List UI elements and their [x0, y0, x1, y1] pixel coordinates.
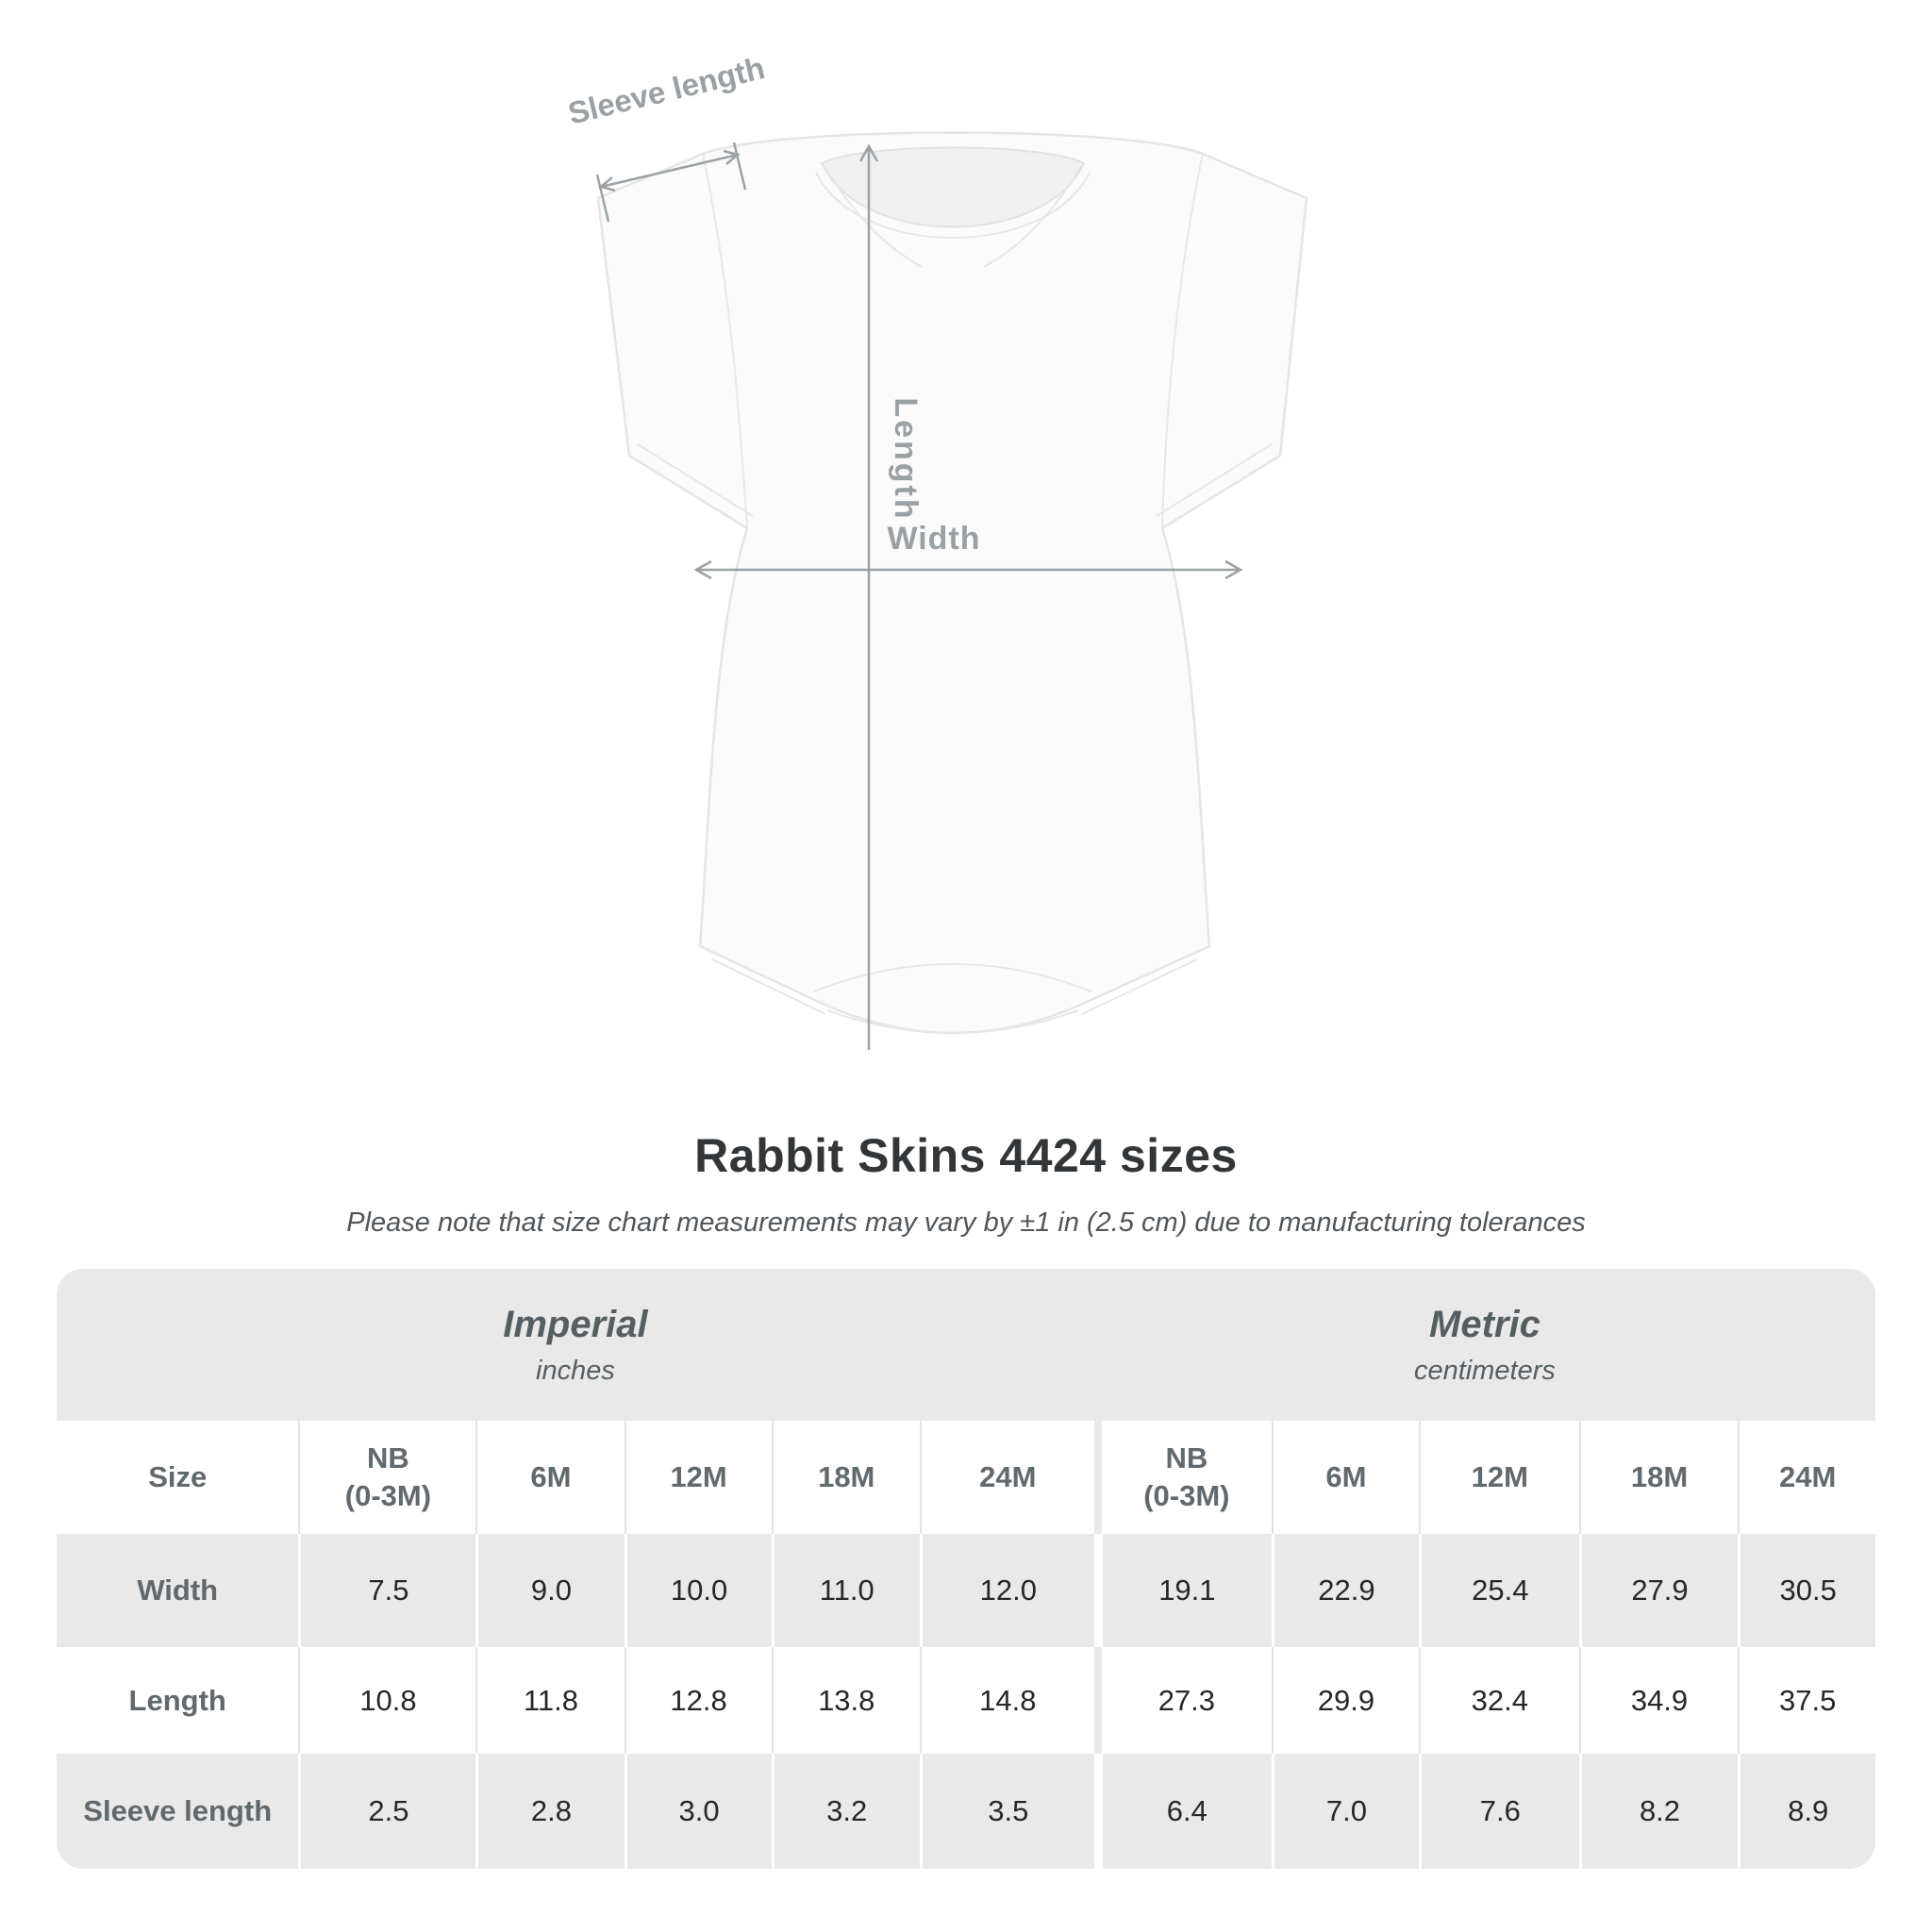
value-cell: 8.2 [1578, 1754, 1739, 1869]
unit-group-header-imperial: Imperial inches [57, 1269, 1094, 1421]
size-header-24m: 24M [1738, 1421, 1875, 1534]
value-cell: 22.9 [1271, 1534, 1419, 1647]
width-arrowhead-left [693, 559, 712, 580]
value-cell: 19.1 [1093, 1534, 1272, 1647]
size-header-nb: NB (0-3M) [1093, 1421, 1272, 1534]
value-cell: 3.0 [624, 1754, 772, 1869]
sleeve-length-label: Sleeve length [565, 52, 769, 131]
size-header-12m: 12M [1419, 1421, 1579, 1534]
length-label: Length [888, 397, 924, 521]
sleeve-hem-left [637, 443, 754, 517]
row-label: Length [57, 1647, 299, 1754]
row-label: Sleeve length [57, 1754, 299, 1869]
value-cell: 30.5 [1738, 1534, 1875, 1647]
width-label: Width [887, 521, 980, 557]
leg-binding-left [711, 958, 826, 1015]
page-title: Rabbit Skins 4424 sizes [694, 1129, 1238, 1182]
value-cell: 14.8 [919, 1647, 1094, 1754]
sleeve-hem-right [1156, 443, 1273, 517]
value-cell: 11.0 [771, 1534, 920, 1647]
crotch-flap-edge [813, 963, 1092, 992]
value-cell: 29.9 [1271, 1647, 1419, 1754]
value-cell: 11.8 [475, 1647, 625, 1754]
bodysuit-outline [596, 131, 1308, 1035]
size-header-18m: 18M [771, 1421, 920, 1534]
sleeve-seam-left [702, 153, 748, 529]
crotch-flap-stitch [826, 1009, 1079, 1034]
value-cell: 27.9 [1578, 1534, 1739, 1647]
size-column-header: Size [57, 1421, 299, 1534]
width-arrowhead-right [1224, 559, 1243, 580]
unit-group-header-metric: Metric centimeters [1093, 1269, 1875, 1421]
size-header-6m: 6M [475, 1421, 625, 1534]
value-cell: 27.3 [1093, 1647, 1272, 1754]
value-cell: 3.5 [919, 1754, 1094, 1869]
sleeve-tick-right [732, 142, 747, 191]
value-cell: 7.0 [1271, 1754, 1419, 1869]
value-cell: 10.8 [298, 1647, 476, 1754]
size-table-wrap: Imperial inches Metric centimeters Size NB (0-… [57, 1269, 1875, 1869]
bodysuit-svg: Length Width Sleeve length [565, 52, 1308, 1050]
value-cell: 12.8 [624, 1647, 772, 1754]
value-cell: 3.2 [771, 1754, 920, 1869]
lap-flap-right [983, 164, 1083, 268]
value-cell: 2.5 [298, 1754, 476, 1869]
value-cell: 32.4 [1419, 1647, 1579, 1754]
length-arrowhead-up [858, 143, 879, 162]
bodysuit-measurement-diagram: Length Width Sleeve length [542, 52, 1373, 1090]
leg-binding-right [1081, 958, 1198, 1015]
value-cell: 13.8 [771, 1647, 920, 1754]
size-header-18m: 18M [1578, 1421, 1739, 1534]
value-cell: 8.9 [1738, 1754, 1875, 1869]
size-header-12m: 12M [624, 1421, 772, 1534]
value-cell: 2.8 [475, 1754, 625, 1869]
value-cell: 10.0 [624, 1534, 772, 1647]
sleeve-seam-right [1161, 153, 1204, 529]
size-header-6m: 6M [1271, 1421, 1419, 1534]
sleeve-tick-left [595, 174, 610, 223]
row-label: Width [57, 1534, 299, 1647]
size-table: Imperial inches Metric centimeters Size NB (0-… [57, 1269, 1875, 1869]
sleeve-dimension-line [600, 153, 739, 189]
value-cell: 25.4 [1419, 1534, 1579, 1647]
value-cell: 34.9 [1578, 1647, 1739, 1754]
tolerance-note: Please note that size chart measurements… [346, 1208, 1586, 1238]
value-cell: 7.5 [298, 1534, 476, 1647]
value-cell: 12.0 [919, 1534, 1094, 1647]
value-cell: 6.4 [1093, 1754, 1272, 1869]
value-cell: 7.6 [1419, 1754, 1579, 1869]
size-header-24m: 24M [919, 1421, 1094, 1534]
size-header-nb: NB (0-3M) [298, 1421, 476, 1534]
value-cell: 9.0 [475, 1534, 625, 1647]
collar-stitch [815, 172, 1091, 239]
value-cell: 37.5 [1738, 1647, 1875, 1754]
